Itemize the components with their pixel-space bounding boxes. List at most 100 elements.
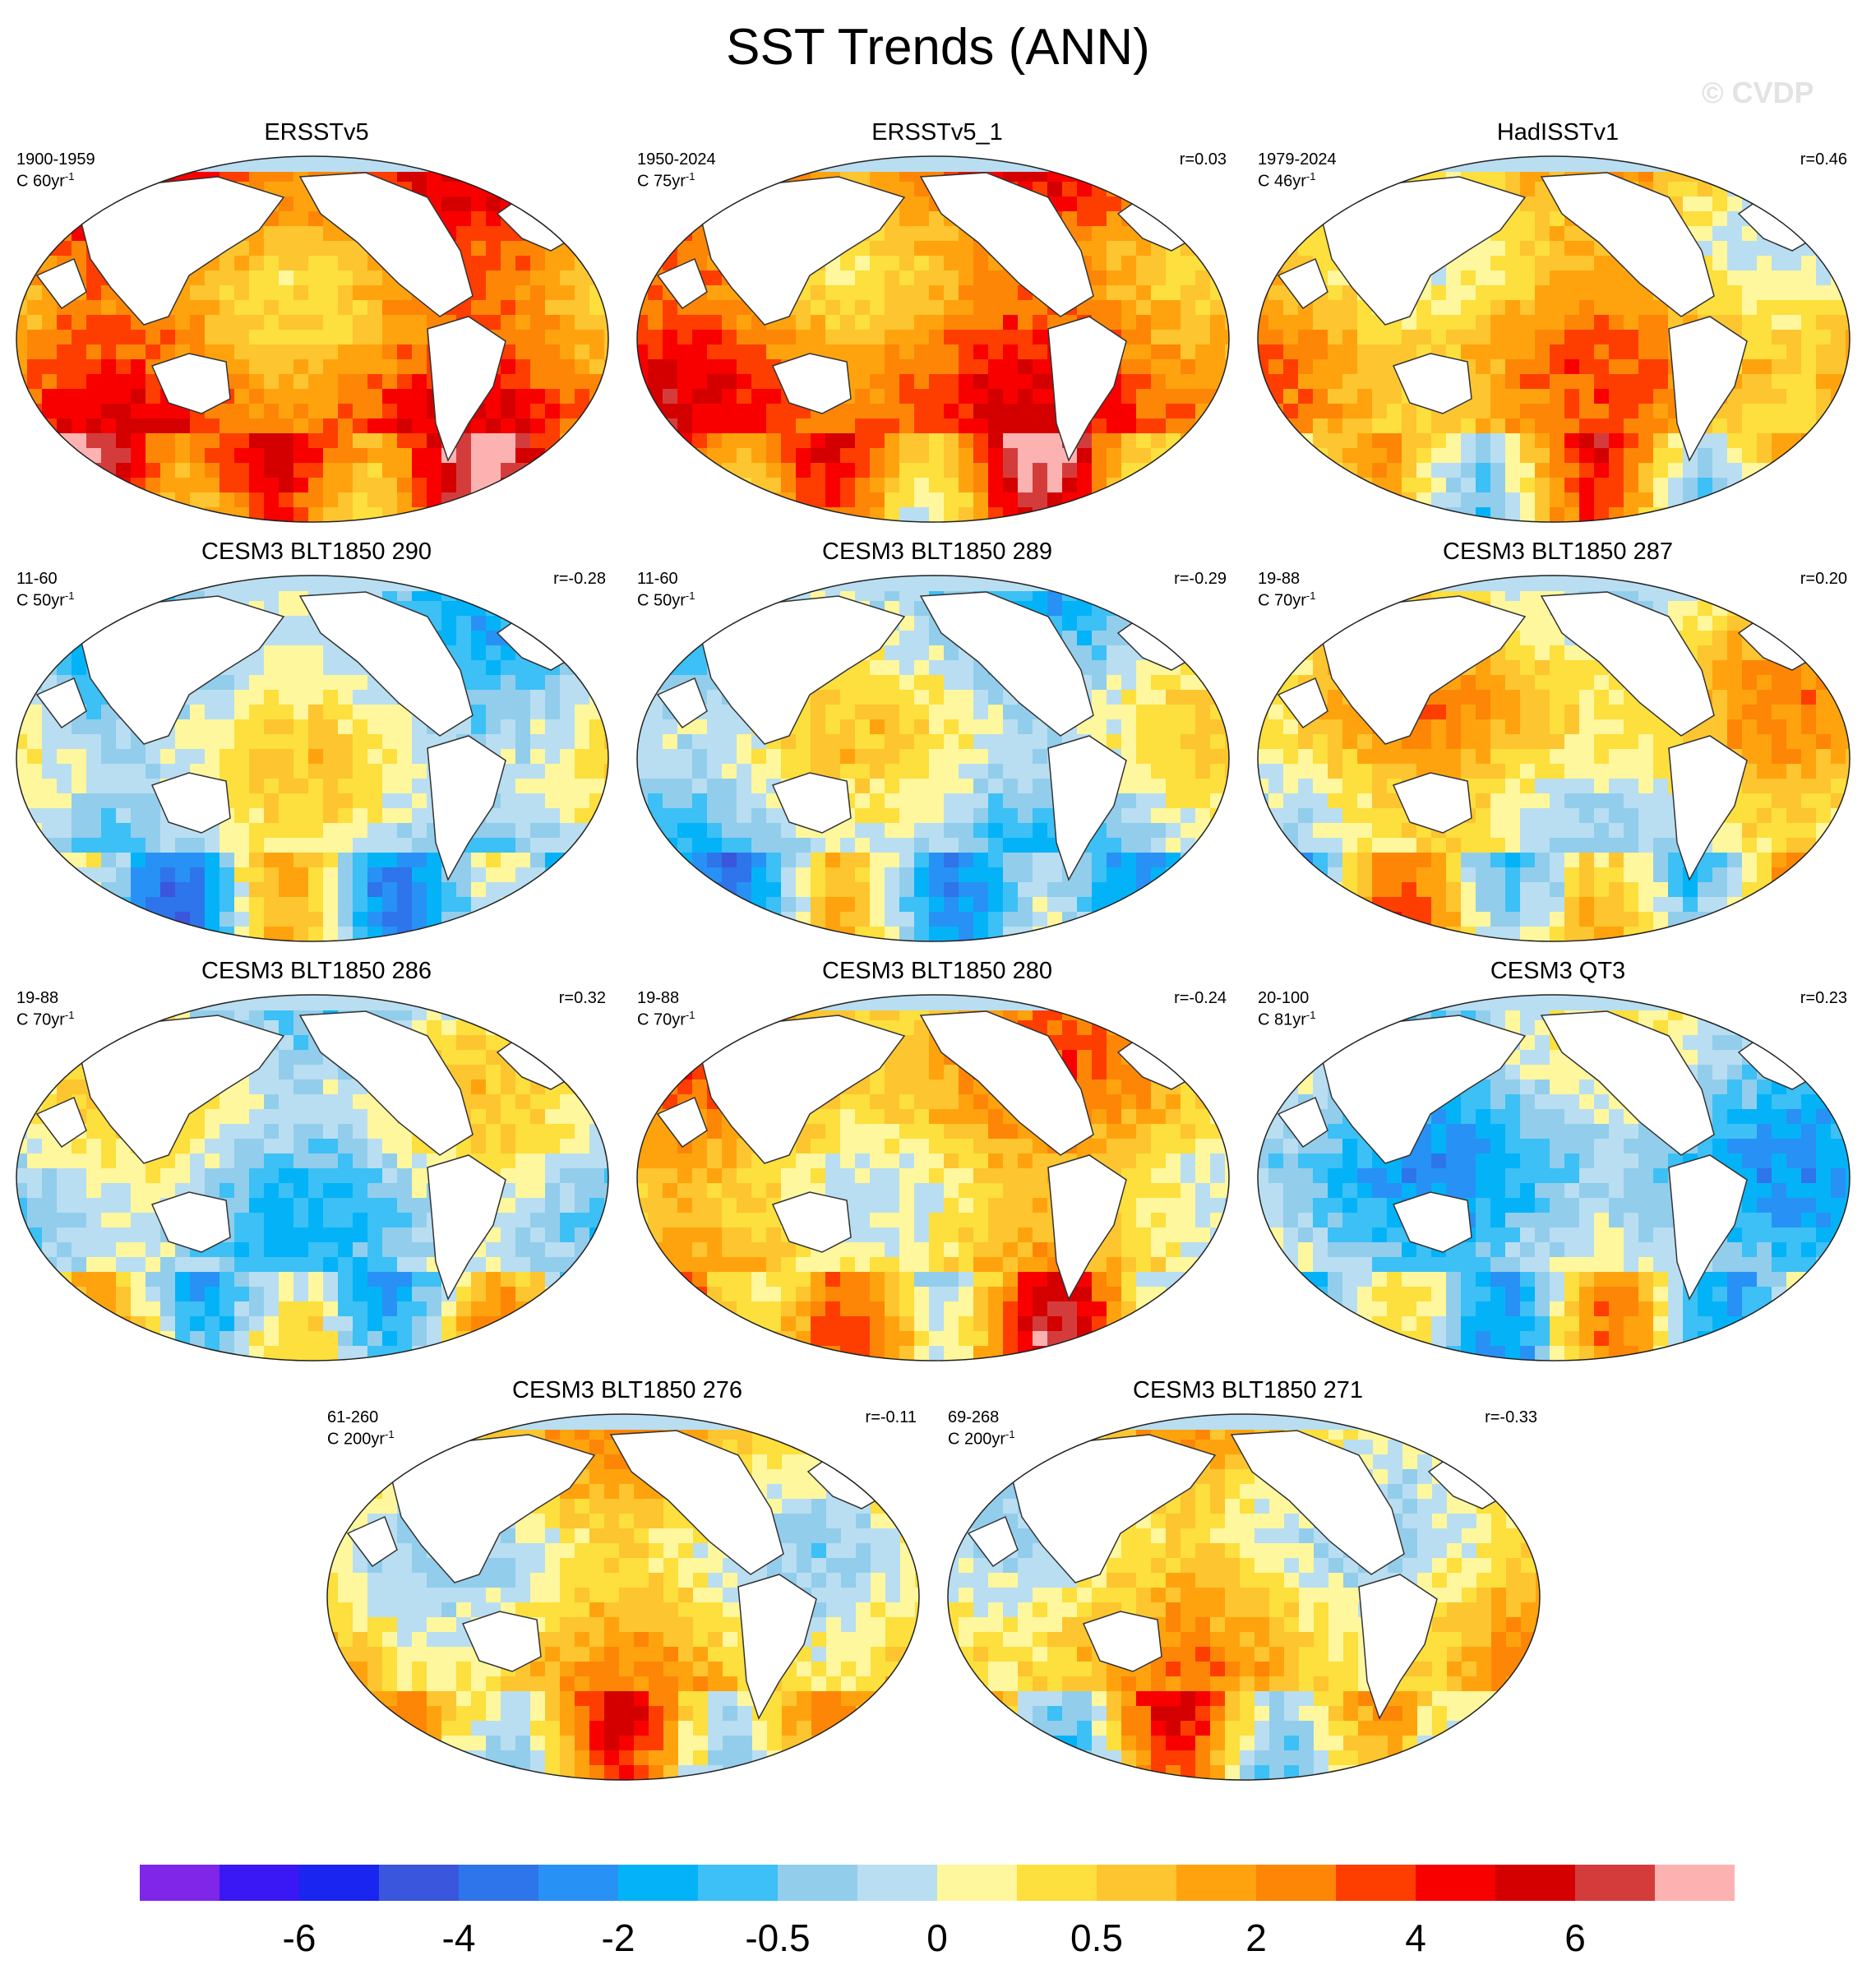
trend-cell bbox=[1268, 492, 1284, 508]
trend-cell bbox=[677, 616, 693, 631]
trend-cell bbox=[692, 764, 708, 779]
trend-cell bbox=[589, 823, 605, 839]
trend-cell bbox=[530, 507, 546, 522]
trend-cell bbox=[663, 576, 678, 587]
trend-cell bbox=[914, 507, 930, 522]
trend-cell bbox=[382, 793, 398, 809]
trend-cell bbox=[1638, 330, 1654, 345]
trend-cell bbox=[1121, 374, 1137, 390]
trend-cell bbox=[515, 359, 531, 375]
trend-cell bbox=[530, 522, 546, 526]
trend-cell bbox=[441, 492, 457, 508]
trend-cell bbox=[589, 853, 605, 868]
trend-cell bbox=[575, 507, 590, 522]
trend-cell bbox=[959, 374, 974, 390]
trend-cell bbox=[707, 690, 723, 705]
trend-cell bbox=[959, 492, 974, 508]
trend-cell bbox=[72, 823, 87, 839]
trend-cell bbox=[707, 808, 723, 824]
trend-cell bbox=[589, 522, 605, 526]
trend-cell bbox=[131, 507, 146, 522]
trend-cell bbox=[1431, 315, 1447, 331]
trend-cell bbox=[412, 793, 427, 809]
trend-cell bbox=[648, 211, 663, 227]
trend-cell bbox=[575, 749, 590, 765]
trend-cell bbox=[293, 463, 309, 478]
trend-cell bbox=[131, 330, 146, 345]
trend-cell bbox=[677, 448, 693, 464]
trend-cell bbox=[146, 478, 161, 493]
trend-cell bbox=[944, 463, 959, 478]
trend-cell bbox=[1328, 507, 1343, 522]
trend-cell bbox=[1757, 448, 1772, 464]
trend-cell bbox=[16, 853, 28, 868]
trend-cell bbox=[131, 586, 146, 602]
trend-cell bbox=[885, 719, 900, 735]
trend-cell bbox=[1166, 256, 1181, 271]
trend-cell bbox=[234, 507, 250, 522]
trend-cell bbox=[1268, 330, 1284, 345]
trend-cell bbox=[1372, 404, 1388, 419]
trend-cell bbox=[234, 734, 250, 750]
trend-cell bbox=[1018, 507, 1033, 522]
trend-cell bbox=[530, 156, 546, 168]
trend-cell bbox=[1594, 270, 1610, 286]
trend-cell bbox=[1698, 196, 1713, 212]
trend-cell bbox=[1258, 418, 1269, 434]
trend-cell bbox=[1594, 389, 1610, 405]
trend-cell bbox=[589, 616, 605, 631]
trend-cell bbox=[382, 705, 398, 720]
trend-cell bbox=[190, 522, 206, 526]
trend-cell bbox=[1831, 404, 1846, 419]
trend-cell bbox=[382, 433, 398, 449]
trend-cell bbox=[338, 256, 353, 271]
trend-cell bbox=[382, 882, 398, 898]
trend-cell bbox=[1446, 492, 1462, 508]
trend-cell bbox=[692, 196, 708, 212]
trend-cell bbox=[456, 226, 472, 242]
trend-cell bbox=[72, 793, 87, 809]
trend-cell bbox=[914, 241, 930, 257]
trend-cell bbox=[86, 344, 102, 360]
trend-cell bbox=[1283, 433, 1299, 449]
trend-cell bbox=[1225, 196, 1229, 212]
trend-cell bbox=[1372, 389, 1388, 405]
trend-cell bbox=[1387, 418, 1402, 434]
trend-cell bbox=[988, 779, 1004, 794]
trend-cell bbox=[279, 241, 294, 257]
trend-cell bbox=[722, 522, 737, 526]
trend-cell bbox=[1712, 492, 1728, 508]
trend-cell bbox=[101, 764, 117, 779]
trend-cell bbox=[234, 478, 250, 493]
trend-cell bbox=[1712, 211, 1728, 227]
trend-cell bbox=[1195, 507, 1211, 522]
trend-cell bbox=[1372, 463, 1388, 478]
trend-cell bbox=[293, 897, 309, 913]
trend-cell bbox=[205, 734, 220, 750]
trend-cell bbox=[1816, 196, 1832, 212]
trend-cell bbox=[42, 374, 58, 390]
trend-cell bbox=[1357, 448, 1373, 464]
trend-cell bbox=[101, 912, 117, 927]
trend-cell bbox=[973, 315, 989, 331]
trend-cell bbox=[1772, 507, 1787, 522]
trend-cell bbox=[1624, 389, 1639, 405]
trend-cell bbox=[471, 853, 487, 868]
trend-cell bbox=[397, 793, 413, 809]
trend-cell bbox=[1003, 359, 1019, 375]
trend-cell bbox=[382, 374, 398, 390]
trend-cell bbox=[840, 734, 856, 750]
trend-cell bbox=[796, 576, 811, 587]
trend-cell bbox=[637, 330, 649, 345]
trend-cell bbox=[530, 300, 546, 316]
trend-cell bbox=[323, 478, 339, 493]
trend-cell bbox=[116, 576, 132, 587]
trend-cell bbox=[86, 182, 102, 197]
trend-cell bbox=[160, 764, 176, 779]
trend-cell bbox=[1476, 256, 1491, 271]
trend-cell bbox=[988, 749, 1004, 765]
trend-cell bbox=[560, 867, 575, 883]
trend-cell bbox=[1107, 690, 1122, 705]
trend-cell bbox=[1461, 285, 1476, 301]
trend-cell bbox=[1181, 576, 1196, 587]
